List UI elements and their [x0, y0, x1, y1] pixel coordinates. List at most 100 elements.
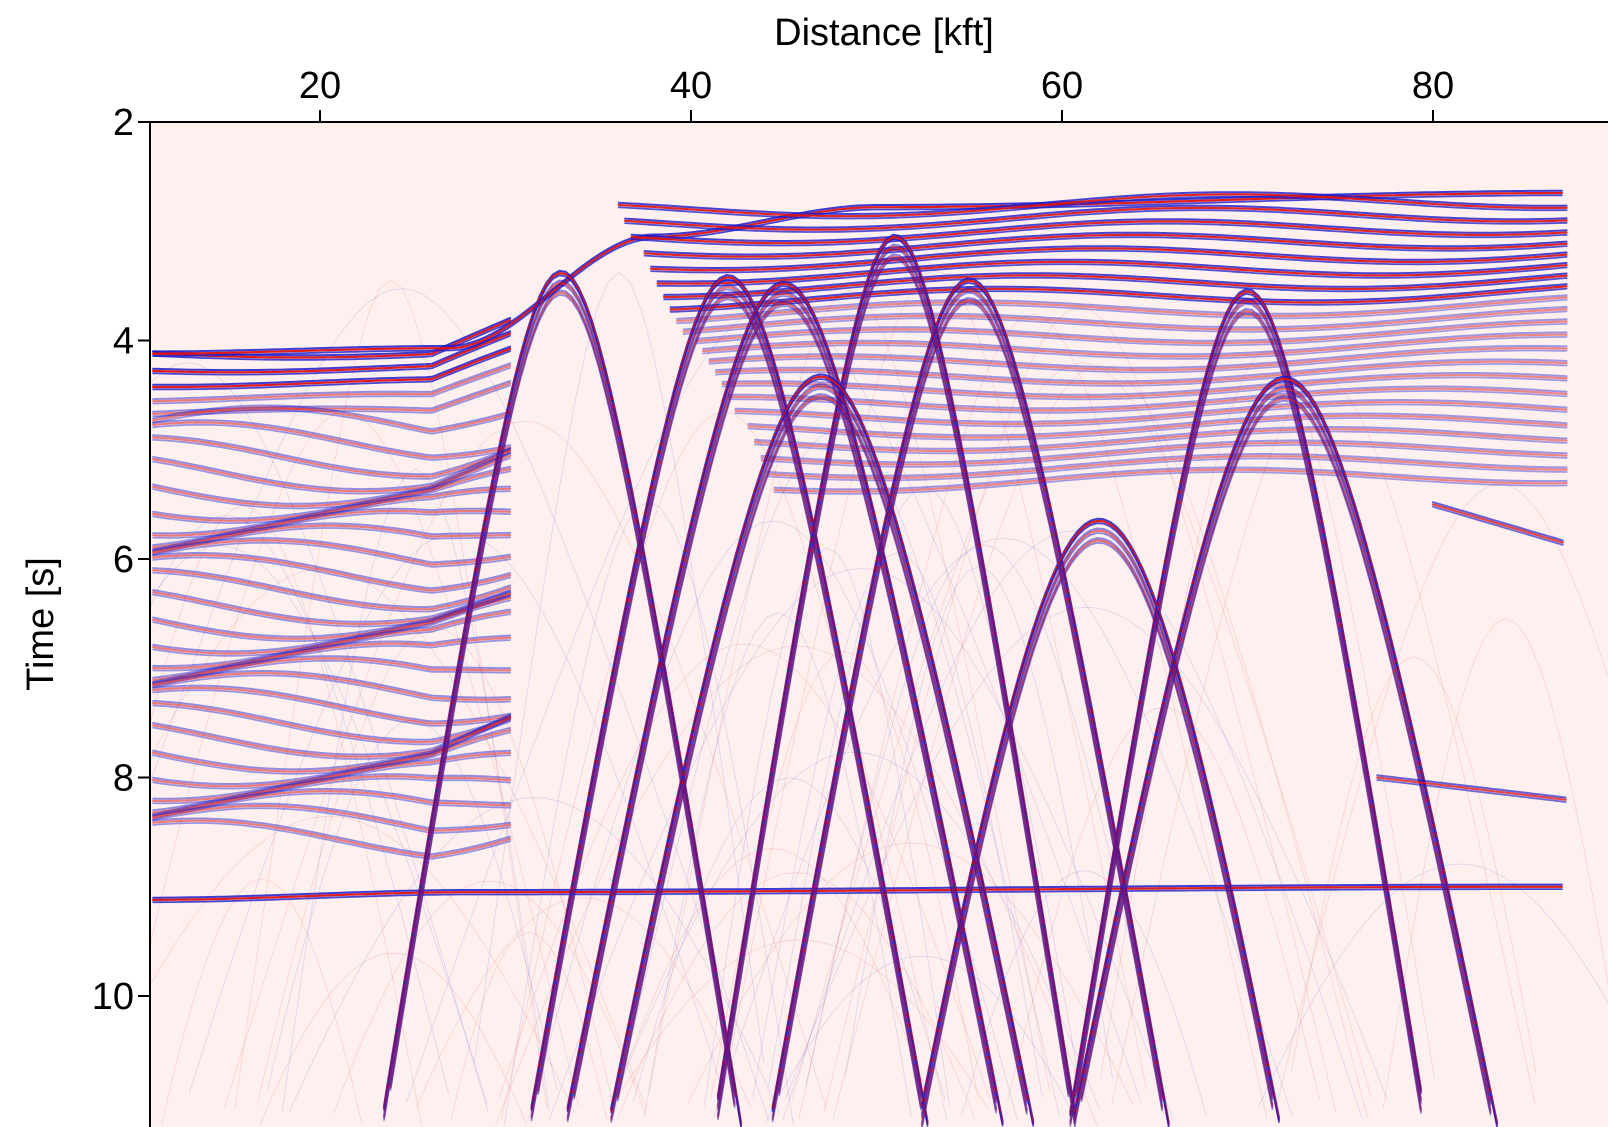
faint-diffraction [832, 364, 1368, 1119]
x-tick-label: 40 [670, 65, 712, 107]
faint-diffraction [782, 530, 1363, 1119]
left-reflector-peak [152, 636, 512, 682]
upper-reflector-peak [727, 387, 1568, 412]
upper-reflector-peak [663, 274, 1568, 299]
left-reflector-trough-2 [152, 659, 511, 688]
upper-reflector-peak [669, 285, 1568, 311]
left-reflector-peak [152, 597, 512, 655]
left-reflector-peak [152, 729, 512, 788]
faint-diffraction [1111, 379, 1536, 1105]
upper-reflector-trough-2 [643, 236, 1568, 260]
upper-reflector-trough-2 [767, 457, 1568, 482]
y-tick-label: 6 [113, 539, 134, 581]
upper-reflector-peak [747, 414, 1568, 439]
left-reflector-trough [152, 699, 512, 741]
upper-reflector-trough [747, 412, 1568, 437]
faint-diffraction [615, 848, 928, 1096]
diffraction-hyperbola-peak [1080, 397, 1492, 1114]
left-reflector-peak [152, 436, 512, 478]
faint-diffraction [224, 420, 827, 1108]
y-axis-label: Time [s] [20, 557, 62, 691]
diffraction-hyperbola-peak [616, 395, 1028, 1113]
left-reflector-trough [152, 465, 512, 520]
faint-diffraction [617, 872, 975, 1118]
upper-reflector-trough-2 [734, 403, 1568, 428]
upper-reflector-peak [760, 441, 1568, 466]
left-reflector-trough-2 [152, 704, 511, 746]
faint-diffraction [1258, 863, 1608, 1106]
y-tick-label: 2 [113, 102, 134, 144]
left-reflector-trough-2 [152, 334, 511, 376]
diffraction-hyperbola-trough-2 [610, 378, 1035, 1127]
left-reflector-peak [152, 569, 512, 611]
diffraction-hyperbola-trough-2 [530, 288, 922, 1122]
left-reflector-trough [152, 714, 512, 771]
upper-reflector-trough [682, 305, 1568, 331]
late-event-trough-2 [1376, 778, 1567, 803]
diffraction-hyperbola-trough-2 [1080, 399, 1492, 1116]
diffraction-hyperbola-trough-2 [610, 387, 1028, 1123]
upper-reflector-trough [676, 294, 1568, 320]
upper-reflector-trough-2 [617, 195, 1568, 220]
upper-reflector-trough-2 [760, 444, 1568, 468]
left-reflector-peak [152, 421, 512, 459]
left-reflector-trough [152, 404, 512, 431]
x-axis-ticks: 20 40 60 80 [299, 65, 1454, 122]
upper-reflector-trough-2 [669, 287, 1568, 313]
left-reflector-trough-2 [152, 409, 511, 435]
diffraction-hyperbola-peak [536, 295, 923, 1109]
diffraction-hyperbola-trough-2 [1075, 312, 1422, 1114]
upper-reflector-trough-2 [650, 249, 1568, 274]
upper-reflector-trough-2 [747, 417, 1568, 441]
faint-diffraction [1290, 656, 1537, 1074]
left-reflector-trough-2 [152, 719, 511, 775]
faint-diffraction [1382, 617, 1608, 1109]
left-reflector-trough [152, 379, 512, 413]
faint-diffraction [281, 468, 550, 1112]
left-reflector-peak [152, 790, 512, 818]
left-reflector-trough [152, 802, 512, 830]
left-reflector-trough [152, 452, 512, 505]
left-reflector-peak [152, 406, 512, 433]
diffraction-hyperbola-trough-2 [921, 522, 1280, 1123]
x-tick-label: 20 [299, 65, 341, 107]
left-reflector-trough [152, 522, 512, 551]
x-tick-label: 60 [1041, 65, 1083, 107]
left-reflector-trough [152, 788, 512, 816]
faint-diffraction [150, 815, 575, 1113]
upper-reflector-peak [676, 296, 1568, 323]
upper-reflector-peak [734, 401, 1568, 426]
left-reflector-peak [152, 524, 512, 553]
left-reflector-peak [152, 593, 512, 640]
faint-diffraction [150, 568, 647, 1108]
left-reflector-trough-2 [152, 571, 511, 613]
right-event-trough [1432, 501, 1564, 542]
left-reflector-trough-2 [152, 556, 511, 594]
faint-diffraction [648, 289, 1051, 1093]
diffraction-hyperbola-trough-2 [921, 532, 1274, 1119]
faint-diffraction [785, 606, 1388, 1099]
left-reflector-trough-2 [152, 822, 511, 860]
left-reflector-peak [152, 751, 512, 803]
upper-reflector-trough [715, 358, 1568, 383]
diffraction-hyperbola-trough-2 [778, 301, 1164, 1112]
upper-reflector-peak [682, 308, 1568, 333]
left-reflector-peak [152, 672, 512, 701]
diffraction-hyperbola-peak [382, 281, 736, 1119]
y-tick-label: 10 [92, 976, 134, 1018]
upper-reflector-trough [721, 372, 1568, 396]
y-tick-label: 8 [113, 758, 134, 800]
faint-diffraction [768, 487, 1081, 1088]
diffraction-hyperbola-peak [778, 299, 1164, 1110]
left-reflector-trough [152, 419, 512, 457]
faint-diffraction [609, 939, 989, 1110]
diffraction-hyperbola-trough-2 [616, 397, 1028, 1115]
faint-diffraction [687, 842, 1134, 1105]
left-reflector-trough-2 [152, 754, 511, 805]
upper-reflector-trough [624, 204, 1568, 229]
diffraction-hyperbola-peak [1073, 387, 1492, 1122]
left-reflector-trough [152, 670, 512, 699]
faint-diffraction [844, 565, 1113, 1078]
diffraction-hyperbola-peak [716, 255, 1070, 1118]
upper-reflector-trough [669, 283, 1568, 309]
